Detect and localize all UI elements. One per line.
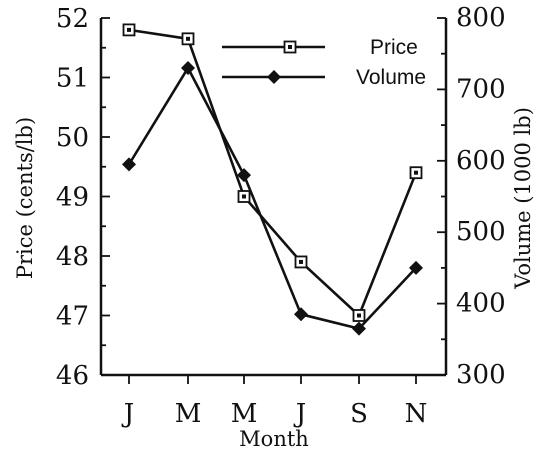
left-y-tick-label: 52 xyxy=(56,4,89,34)
x-axis-title: Month xyxy=(239,427,309,451)
x-tick-label: M xyxy=(231,399,258,429)
volume-data-point xyxy=(181,60,195,75)
volume-data-point xyxy=(294,307,308,322)
volume-data-point xyxy=(122,157,136,172)
right-y-tick-label: 300 xyxy=(456,360,506,390)
left-y-tick-label: 51 xyxy=(56,64,89,94)
price-data-point xyxy=(181,32,195,46)
right-y-tick-label: 600 xyxy=(456,146,506,176)
left-y-tick-label: 46 xyxy=(56,361,89,391)
price-data-point xyxy=(294,255,308,269)
legend-price-marker xyxy=(283,40,297,54)
legend-volume-label: Volume xyxy=(356,66,426,89)
right-y-tick-label: 400 xyxy=(456,289,506,319)
legend-price-label: Price xyxy=(370,36,418,59)
right-y-tick-label: 500 xyxy=(456,217,506,247)
price-data-point xyxy=(122,23,136,37)
right-y-tick-label: 800 xyxy=(456,3,506,33)
volume-series-line xyxy=(127,66,417,330)
left-y-tick-label: 47 xyxy=(56,302,89,332)
volume-data-point xyxy=(352,321,366,336)
left-y-tick-label: 49 xyxy=(56,183,89,213)
volume-data-point xyxy=(409,260,423,275)
price-series-line xyxy=(128,28,418,317)
price-data-point xyxy=(409,166,423,180)
axes xyxy=(99,17,448,384)
price-data-point xyxy=(352,309,366,322)
tick-labels: 46 47 48 49 50 51 52 300 400 500 600 700 800 J M M J S N xyxy=(56,3,506,429)
legend-volume-marker xyxy=(267,70,281,84)
right-y-axis-title: Volume (1000 lb) xyxy=(511,107,535,290)
legend: Price Volume xyxy=(222,36,426,89)
left-y-axis-title: Price (cents/lb) xyxy=(13,117,37,279)
x-tick-label: N xyxy=(405,399,428,429)
volume-data-point xyxy=(237,168,251,183)
x-tick-label: M xyxy=(175,399,202,429)
x-tick-label: J xyxy=(293,399,306,429)
x-tick-label: J xyxy=(121,399,134,429)
left-y-tick-label: 48 xyxy=(56,242,89,272)
left-y-tick-label: 50 xyxy=(56,123,89,153)
x-tick-label: S xyxy=(350,399,368,429)
series xyxy=(122,23,423,336)
price-data-point xyxy=(237,190,251,203)
right-y-tick-label: 700 xyxy=(456,74,506,104)
